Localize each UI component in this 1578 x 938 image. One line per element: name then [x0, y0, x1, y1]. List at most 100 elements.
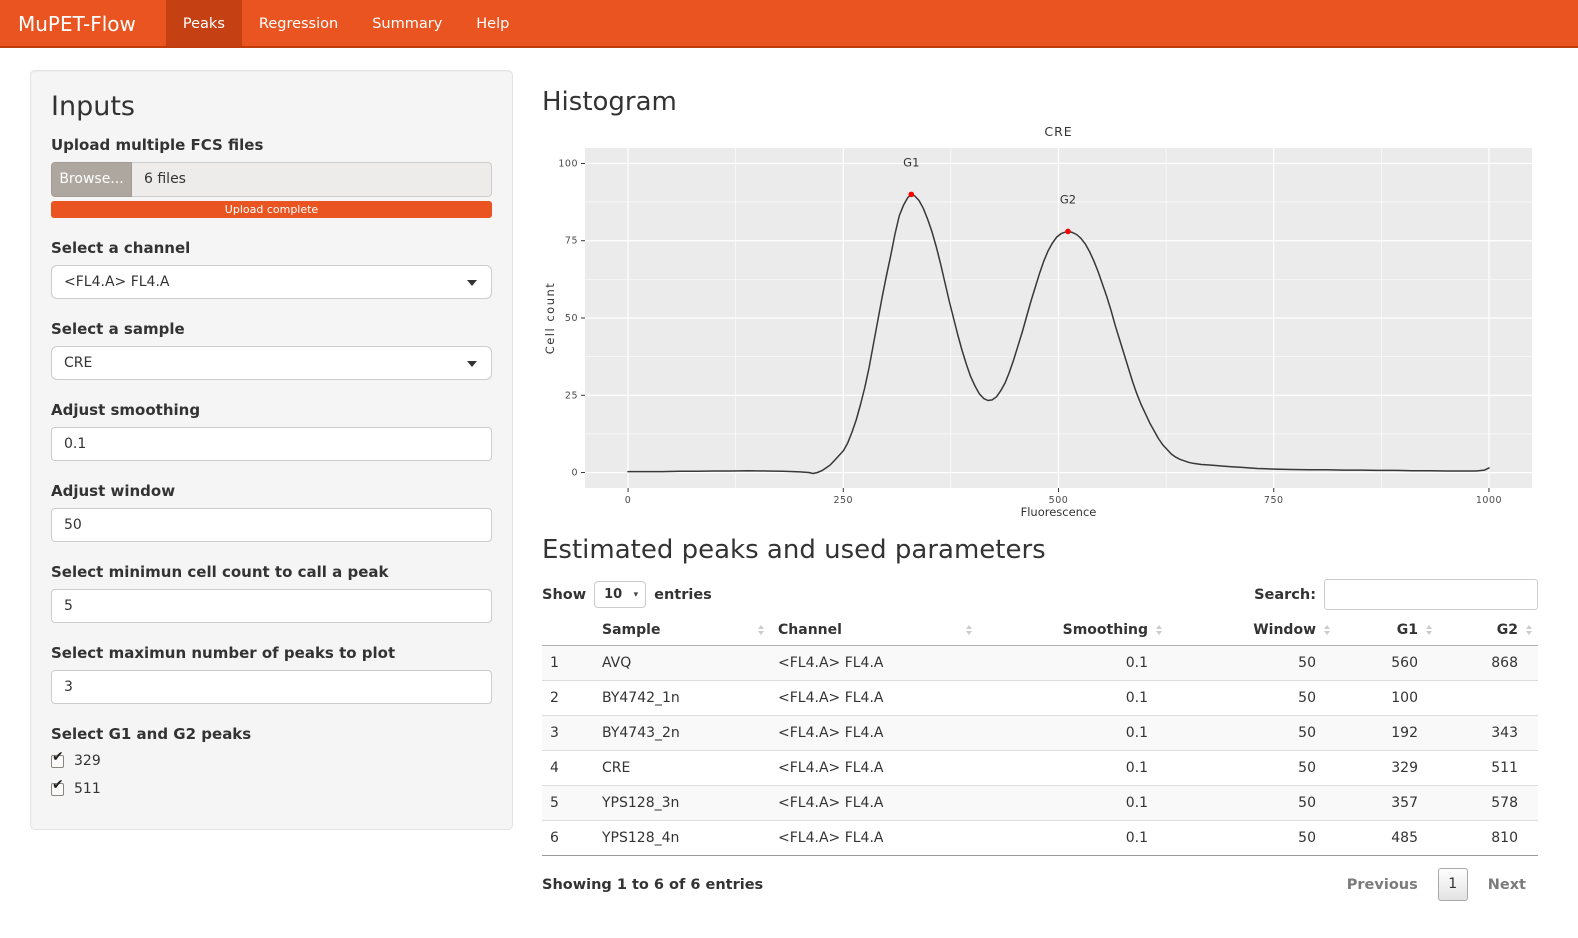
- peaks-checkbox-group: ✔ 329 ✔ 511: [51, 750, 492, 797]
- page-length-control: Show 10 ▾ entries: [542, 581, 712, 608]
- peak-checkbox-row: ✔ 511: [51, 778, 492, 797]
- table-cell: 50: [1298, 655, 1316, 671]
- page-length-select[interactable]: 10 ▾: [594, 581, 647, 608]
- table-cell: <FL4.A> FL4.A: [770, 680, 978, 716]
- peak-label: G1: [903, 155, 919, 169]
- search-input[interactable]: [1324, 579, 1538, 610]
- table-row[interactable]: 4 CRE <FL4.A> FL4.A 0.1 50 329 511: [542, 750, 1538, 786]
- table-cell: 0.1: [978, 820, 1168, 856]
- density-curve: [627, 193, 1490, 475]
- checkmark-icon: ✔: [52, 776, 64, 793]
- main-content: Histogram CRE 0 250 500 750 1000 0 25 50 75 100 G1 G…: [542, 70, 1538, 901]
- table-cell: <FL4.A> FL4.A: [770, 715, 978, 751]
- peak-marker: [1065, 228, 1071, 235]
- table-row[interactable]: 1 AVQ <FL4.A> FL4.A 0.1 50 560 868: [542, 645, 1538, 681]
- table-cell: 50: [1168, 750, 1336, 786]
- previous-page-button[interactable]: Previous: [1346, 876, 1418, 893]
- x-tick-label: 750: [1264, 495, 1284, 506]
- sort-icon: [1324, 624, 1330, 635]
- table-cell: 2: [542, 680, 594, 716]
- x-tick-label: 1000: [1476, 495, 1502, 506]
- y-tick-label: 25: [565, 390, 578, 401]
- table-cell: 0.1: [1125, 655, 1148, 671]
- table-controls: Show 10 ▾ entries Search:: [542, 579, 1538, 610]
- upload-progress-bar: Upload complete: [51, 201, 492, 218]
- table-cell: 810: [1438, 820, 1538, 856]
- peak-checkbox-label: 329: [74, 753, 101, 769]
- table-cell: 5: [542, 785, 594, 821]
- channel-select[interactable]: <FL4.A> FL4.A: [51, 265, 492, 299]
- inputs-title: Inputs: [51, 91, 135, 122]
- page-1-button[interactable]: 1: [1437, 868, 1468, 901]
- file-input-value[interactable]: 6 files: [132, 162, 492, 197]
- navbar: MuPET-Flow Peaks Regression Summary Help: [0, 0, 1578, 48]
- histogram-plot: CRE 0 250 500 750 1000 0 25 50 75 100 G1 G2 Fluoresce…: [543, 124, 1532, 519]
- column-header-window[interactable]: Window: [1168, 616, 1336, 646]
- smoothing-label: Adjust smoothing: [51, 401, 201, 419]
- column-header-smoothing[interactable]: Smoothing: [978, 616, 1168, 646]
- search-control: Search:: [1254, 579, 1538, 610]
- table-cell: 3: [542, 715, 594, 751]
- sort-icon: [1156, 624, 1162, 635]
- min-count-input[interactable]: [51, 589, 492, 623]
- table-row[interactable]: 2 BY4742_1n <FL4.A> FL4.A 0.1 50 100: [542, 680, 1538, 716]
- table-row[interactable]: 5 YPS128_3n <FL4.A> FL4.A 0.1 50 357 578: [542, 785, 1538, 821]
- peak-checkbox-row: ✔ 329: [51, 750, 492, 769]
- column-header-g2[interactable]: G2: [1438, 616, 1538, 646]
- peak-checkbox-label: 511: [74, 781, 101, 797]
- entries-label: entries: [654, 586, 712, 603]
- channel-select-value: <FL4.A> FL4.A: [64, 274, 170, 290]
- peak-checkbox[interactable]: ✔: [51, 778, 64, 796]
- table-cell: 357: [1336, 785, 1438, 821]
- peak-marker: [908, 191, 915, 198]
- table-cell: 329: [1336, 750, 1438, 786]
- table-cell: <FL4.A> FL4.A: [770, 750, 978, 786]
- y-axis-label: Cell count: [543, 282, 557, 355]
- table-cell: YPS128_3n: [594, 785, 770, 821]
- sample-select[interactable]: CRE: [51, 346, 492, 380]
- peaks-check-label: Select G1 and G2 peaks: [51, 725, 252, 743]
- nav-tab-help[interactable]: Help: [476, 16, 510, 32]
- nav-tab-peaks[interactable]: Peaks: [165, 0, 242, 46]
- max-peaks-label: Select maximun number of peaks to plot: [51, 644, 396, 662]
- peaks-table: Sample Channel Smoothing Window G1 G2 1 AVQ <FL…: [542, 616, 1538, 856]
- table-cell: 50: [1168, 785, 1336, 821]
- smoothing-input[interactable]: [51, 427, 492, 461]
- sort-icon: [1526, 624, 1532, 635]
- table-cell: 4: [542, 750, 594, 786]
- peak-checkbox[interactable]: ✔: [51, 750, 64, 768]
- max-peaks-input[interactable]: [51, 670, 492, 704]
- upload-label: Upload multiple FCS files: [51, 136, 264, 154]
- sort-icon: [966, 624, 972, 635]
- table-cell: YPS128_4n: [594, 820, 770, 856]
- chevron-down-icon: [467, 361, 477, 367]
- min-count-label: Select minimun cell count to call a peak: [51, 563, 389, 581]
- table-cell: 6: [542, 820, 594, 856]
- table-info: Showing 1 to 6 of 6 entries: [542, 876, 764, 893]
- checkmark-icon: ✔: [52, 748, 64, 765]
- column-header-g1[interactable]: G1: [1336, 616, 1438, 646]
- table-cell: 1: [550, 655, 559, 671]
- pagination: Previous 1 Next: [1335, 868, 1538, 901]
- nav-tabs: Peaks Regression Summary Help: [165, 0, 526, 46]
- column-header-channel[interactable]: Channel: [770, 616, 978, 646]
- page-length-value: 10: [604, 587, 623, 602]
- table-cell: CRE: [594, 750, 770, 786]
- next-page-button[interactable]: Next: [1487, 876, 1526, 893]
- table-cell: 0.1: [978, 750, 1168, 786]
- nav-tab-regression[interactable]: Regression: [258, 16, 339, 32]
- column-header-index: [542, 616, 594, 646]
- table-cell: BY4742_1n: [594, 680, 770, 716]
- table-row[interactable]: 6 YPS128_4n <FL4.A> FL4.A 0.1 50 485 810: [542, 820, 1538, 856]
- table-cell: <FL4.A> FL4.A: [770, 820, 978, 856]
- y-tick-label: 50: [565, 313, 578, 324]
- table-row[interactable]: 3 BY4743_2n <FL4.A> FL4.A 0.1 50 192 343: [542, 715, 1538, 751]
- histogram-title: Histogram: [542, 87, 677, 117]
- nav-tab-summary[interactable]: Summary: [372, 16, 443, 32]
- column-header-sample[interactable]: Sample: [594, 616, 770, 646]
- table-cell: 0.1: [978, 715, 1168, 751]
- window-input[interactable]: [51, 508, 492, 542]
- chevron-down-icon: [467, 280, 477, 286]
- browse-button[interactable]: Browse...: [51, 162, 132, 197]
- table-cell: BY4743_2n: [594, 715, 770, 751]
